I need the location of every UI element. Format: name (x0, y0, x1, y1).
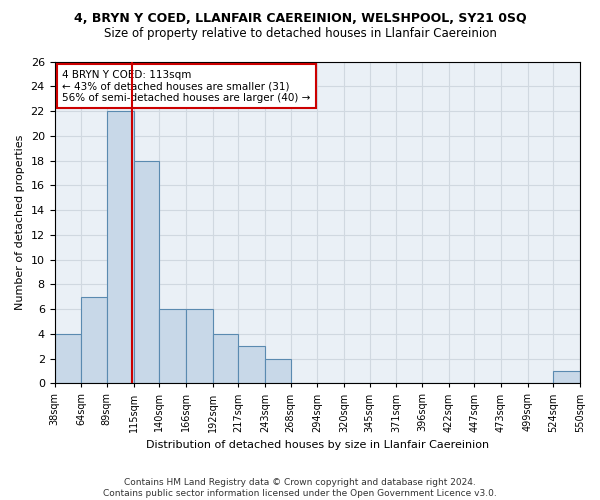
Bar (81, 296, 107, 384)
Y-axis label: Number of detached properties: Number of detached properties (15, 134, 25, 310)
Bar (55, 334, 81, 384)
Bar (553, 371, 580, 384)
Bar (107, 111, 134, 384)
Text: 4, BRYN Y COED, LLANFAIR CAEREINION, WELSHPOOL, SY21 0SQ: 4, BRYN Y COED, LLANFAIR CAEREINION, WEL… (74, 12, 526, 26)
Bar (159, 309, 186, 384)
Bar (186, 309, 212, 384)
Bar (265, 358, 290, 384)
Bar (212, 334, 238, 384)
Text: Contains HM Land Registry data © Crown copyright and database right 2024.
Contai: Contains HM Land Registry data © Crown c… (103, 478, 497, 498)
X-axis label: Distribution of detached houses by size in Llanfair Caereinion: Distribution of detached houses by size … (146, 440, 489, 450)
Text: Size of property relative to detached houses in Llanfair Caereinion: Size of property relative to detached ho… (104, 28, 496, 40)
Bar (238, 346, 265, 384)
Text: 4 BRYN Y COED: 113sqm
← 43% of detached houses are smaller (31)
56% of semi-deta: 4 BRYN Y COED: 113sqm ← 43% of detached … (62, 70, 311, 102)
Bar (134, 160, 159, 384)
